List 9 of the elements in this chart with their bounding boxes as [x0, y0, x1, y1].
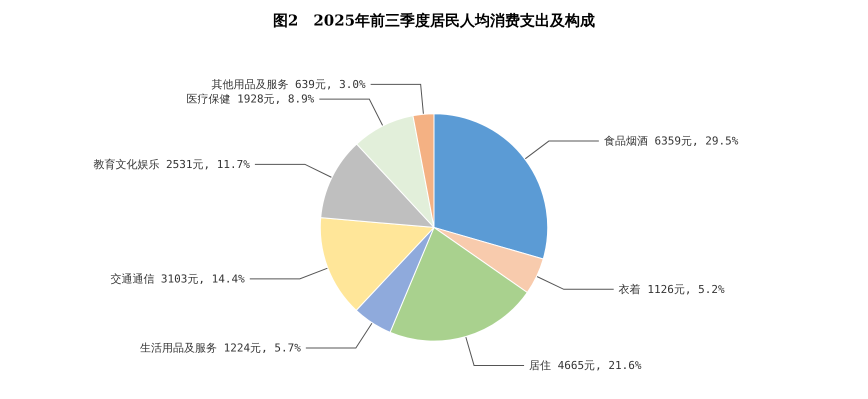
slice-label: 教育文化娱乐 2531元, 11.7%	[93, 158, 250, 171]
slice-label: 交通通信 3103元, 14.4%	[110, 272, 246, 286]
slice-label: 医疗保健 1928元, 8.9%	[186, 92, 315, 106]
slice-label: 食品烟酒 6359元, 29.5%	[604, 134, 739, 148]
chart-title: 图2 2025年前三季度居民人均消费支出及构成	[272, 12, 596, 30]
slice-label: 其他用品及服务 639元, 3.0%	[211, 78, 366, 91]
slice-label: 生活用品及服务 1224元, 5.7%	[140, 342, 302, 355]
slice-label: 衣着 1126元, 5.2%	[618, 282, 725, 296]
slice-label: 居住 4665元, 21.6%	[529, 358, 642, 372]
